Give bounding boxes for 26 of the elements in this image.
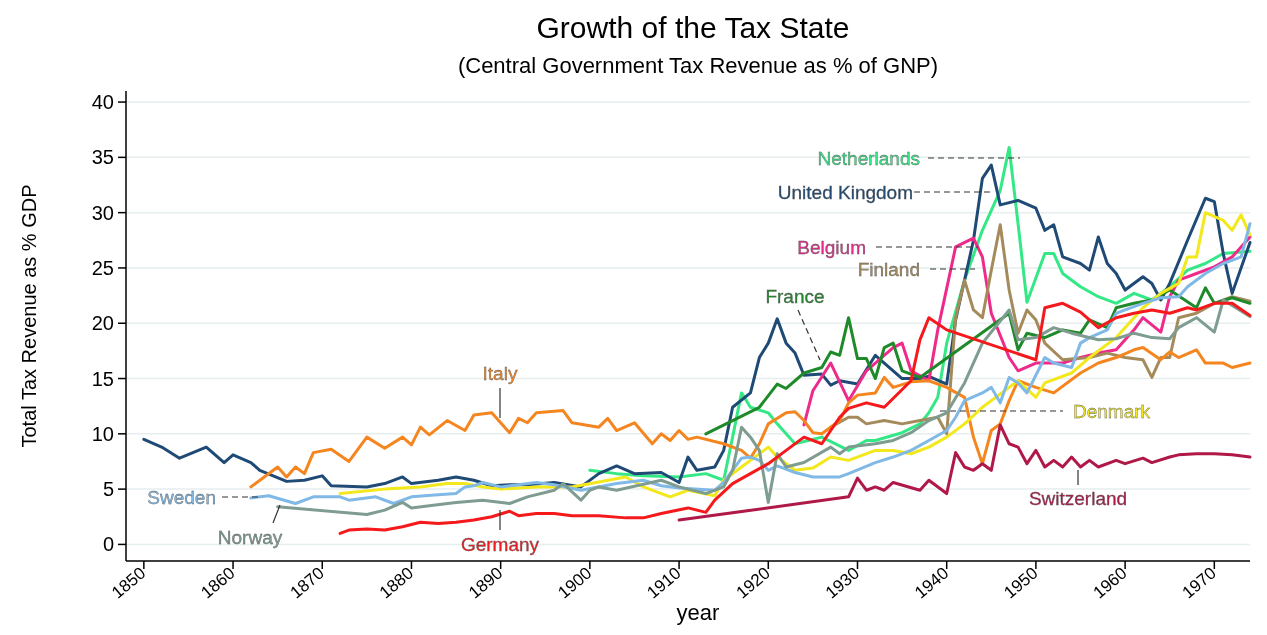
y-tick-label: 15 xyxy=(91,367,114,390)
chart-title: Growth of the Tax State xyxy=(536,11,850,44)
text: Netherlands xyxy=(817,147,920,169)
series-label: Italy xyxy=(482,362,518,384)
y-tick-label: 25 xyxy=(91,256,114,279)
y-tick-label: 35 xyxy=(91,146,114,169)
series-label: Denmark xyxy=(1073,400,1151,422)
y-tick-label: 0 xyxy=(102,533,114,556)
y-tick-label: 40 xyxy=(91,91,114,114)
series-label: Germany xyxy=(460,533,540,555)
series-label: Sweden xyxy=(147,486,216,508)
text: Belgium xyxy=(797,236,866,258)
series-label: France xyxy=(765,285,825,307)
y-axis-title: Total Tax Revenue as % GDP xyxy=(18,184,40,448)
line-series xyxy=(677,423,1252,522)
text: United Kingdom xyxy=(777,181,913,203)
y-tick-label: 20 xyxy=(91,312,114,335)
y-tick-label: 30 xyxy=(91,201,114,224)
y-tick-label: 5 xyxy=(102,478,114,501)
series-label: Norway xyxy=(217,526,283,548)
y-tick-label: 10 xyxy=(91,422,114,445)
chart-subtitle: (Central Government Tax Revenue as % of GNP) xyxy=(457,53,939,78)
series-label: Switzerland xyxy=(1028,487,1128,509)
x-axis-title: year xyxy=(676,600,720,625)
line-series xyxy=(249,346,1252,489)
text: Finland xyxy=(857,258,920,280)
